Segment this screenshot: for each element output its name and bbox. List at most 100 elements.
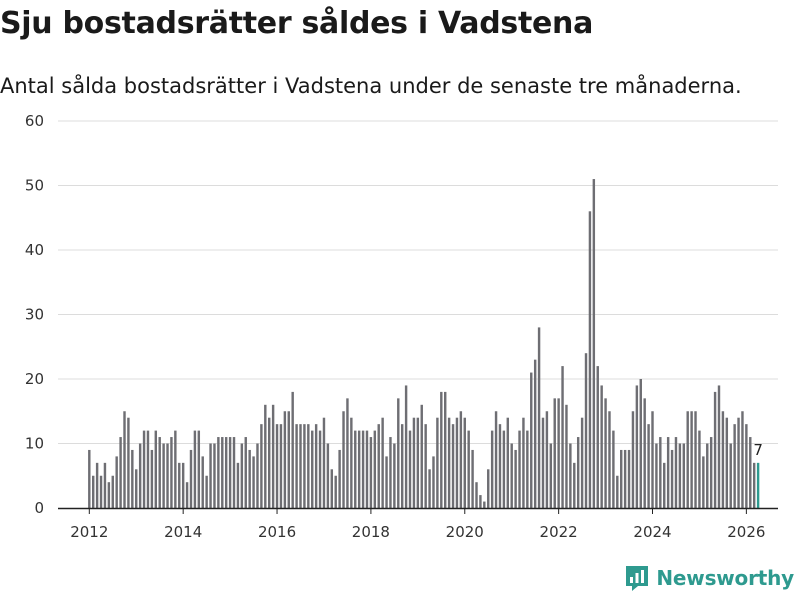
bar [330,469,334,508]
bar [533,359,537,508]
bar [420,404,423,508]
y-tick-label: 40 [25,241,44,259]
bar [717,385,721,508]
bar [537,327,541,508]
bar [154,430,158,508]
chart-title: Sju bostadsrätter såldes i Vadstena [0,6,594,41]
bar [314,424,318,508]
bar [404,385,408,508]
bar [690,411,693,508]
bar [299,424,302,508]
bar [737,417,740,508]
bar [354,430,357,508]
x-tick-label: 2012 [70,523,108,541]
x-tick-label: 2024 [633,523,671,541]
newsworthy-logo-icon [626,566,649,591]
bar [526,430,529,508]
bar [357,430,361,508]
bar [549,443,553,508]
bar [338,449,341,508]
bar [221,437,224,508]
bar [604,398,607,508]
bar [236,462,240,508]
bar [631,411,635,508]
y-axis-ticks: 0 10 20 30 40 50 60 [25,112,44,517]
bar [659,437,662,508]
x-tick-label: 2016 [258,523,296,541]
bar [463,417,466,508]
bar [115,456,118,508]
bar [217,437,220,508]
bar [99,475,103,508]
y-tick-label: 30 [25,306,44,324]
bar [232,437,236,508]
bar [307,424,310,508]
bar [158,437,161,508]
bar [260,424,263,508]
bar [170,437,173,508]
bar [670,449,674,508]
bar [150,449,154,508]
bar [393,443,396,508]
bar [580,417,584,508]
bar [510,443,513,508]
bar [706,443,709,508]
bar [596,366,599,508]
x-tick-label: 2022 [540,523,578,541]
data-labels: 7 [753,441,763,459]
bar [424,424,427,508]
bar [127,417,130,508]
bar [647,424,650,508]
bar-highlighted [756,462,760,508]
bar [275,424,279,508]
bar [522,417,525,508]
bar [541,417,545,508]
bar [545,411,549,508]
bar [303,424,306,508]
bar [224,437,228,508]
brand-logo: Newsworthy [624,564,794,592]
bar [181,462,185,508]
bar [318,430,322,508]
bar [334,475,337,508]
bar [291,391,294,508]
bar [741,411,744,508]
bar [408,430,412,508]
bar [506,417,510,508]
bar [440,391,443,508]
bar [432,456,435,508]
bar [483,501,486,508]
bar [518,430,521,508]
bar [119,437,122,508]
bar [451,424,455,508]
bar [686,411,689,508]
bar [616,475,619,508]
bar [135,469,138,508]
x-tick-label: 2026 [727,523,765,541]
bar [655,443,658,508]
bar [377,424,380,508]
bar [271,404,275,508]
bar [283,411,287,508]
bar [514,449,517,508]
bar [666,437,670,508]
bar [205,475,208,508]
last-value-label: 7 [753,441,763,459]
bar [412,417,416,508]
bar [709,437,713,508]
bar [107,482,111,508]
bar [244,437,247,508]
bar [530,372,533,508]
bar [103,462,107,508]
y-tick-label: 50 [25,177,44,195]
bar [674,437,678,508]
bar [745,424,748,508]
bar [623,449,627,508]
bar [479,495,482,508]
bar [228,437,232,508]
bar [729,443,732,508]
bar [166,443,169,508]
bar [576,437,580,508]
bar [240,443,244,508]
